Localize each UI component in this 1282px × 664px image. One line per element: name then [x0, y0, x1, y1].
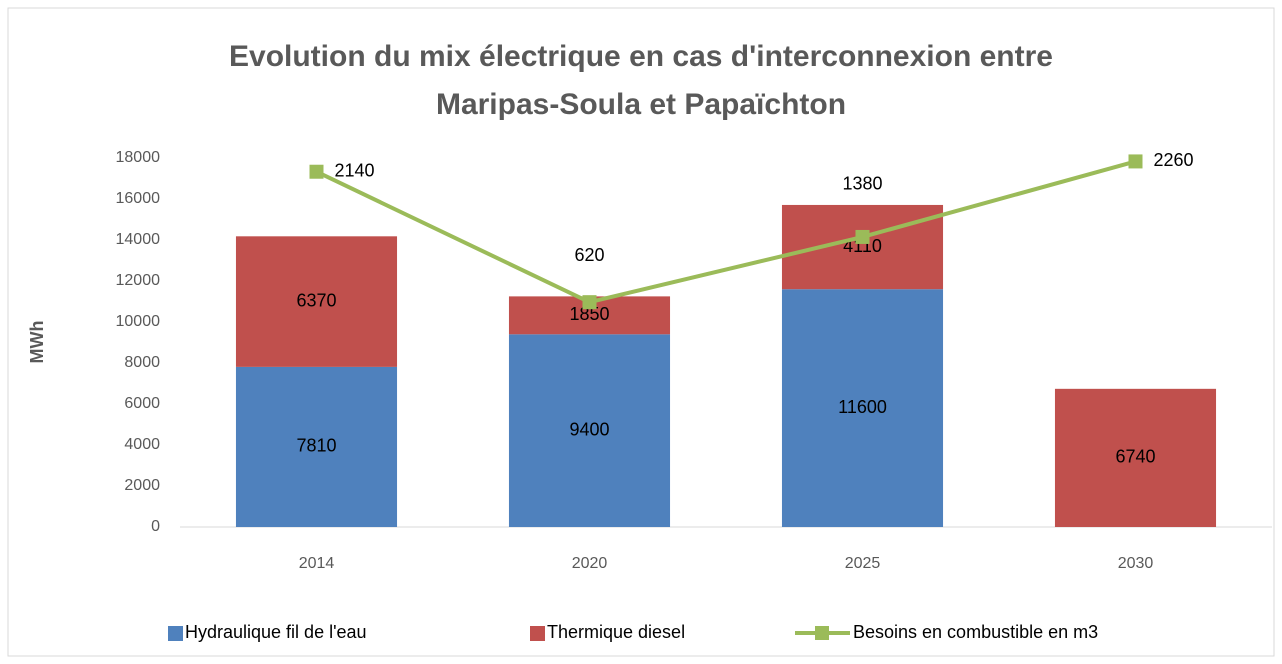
line-marker — [855, 229, 870, 244]
y-tick-label: 0 — [151, 518, 160, 535]
line-marker — [582, 295, 597, 310]
bar-segment — [781, 204, 944, 290]
legend-swatch — [168, 626, 183, 641]
data-label: 2260 — [1154, 150, 1194, 170]
chart-title: Evolution du mix électrique en cas d'int… — [229, 40, 1053, 73]
y-tick-label: 16000 — [116, 190, 161, 207]
bar-segment — [781, 289, 944, 527]
x-tick-label: 2030 — [1118, 555, 1154, 572]
data-label: 1850 — [569, 304, 609, 324]
y-tick-label: 14000 — [116, 231, 161, 248]
legend-label: Hydraulique fil de l'eau — [185, 622, 367, 642]
y-axis-label: MWh — [27, 321, 47, 364]
chart-title: Maripas-Soula et Papaïchton — [436, 88, 846, 121]
legend-label: Thermique diesel — [547, 622, 685, 642]
x-tick-label: 2014 — [299, 555, 335, 572]
line-marker — [1128, 154, 1143, 169]
y-tick-label: 4000 — [124, 436, 160, 453]
legend-swatch — [815, 626, 829, 640]
data-label: 9400 — [569, 419, 609, 439]
bar-segment — [1054, 388, 1217, 527]
bar-segment — [235, 236, 398, 367]
line-series — [315, 159, 1137, 305]
x-tick-label: 2020 — [572, 555, 608, 572]
y-tick-label: 18000 — [116, 149, 161, 166]
data-label: 11600 — [838, 397, 887, 417]
bar-segment — [508, 334, 671, 527]
data-label: 6740 — [1115, 447, 1155, 467]
y-tick-label: 12000 — [116, 272, 161, 289]
y-tick-label: 2000 — [124, 477, 160, 494]
y-tick-label: 8000 — [124, 354, 160, 371]
legend-label: Besoins en combustible en m3 — [853, 622, 1098, 642]
data-label: 620 — [574, 245, 604, 265]
legend-swatch — [530, 626, 545, 641]
data-label: 2140 — [335, 160, 375, 180]
data-label: 1380 — [842, 174, 882, 194]
data-label: 7810 — [296, 436, 336, 456]
data-label: 6370 — [296, 290, 336, 310]
bar-segment — [235, 366, 398, 527]
x-tick-label: 2025 — [845, 555, 881, 572]
y-tick-label: 10000 — [116, 313, 161, 330]
line-marker — [309, 164, 324, 179]
y-tick-label: 6000 — [124, 395, 160, 412]
